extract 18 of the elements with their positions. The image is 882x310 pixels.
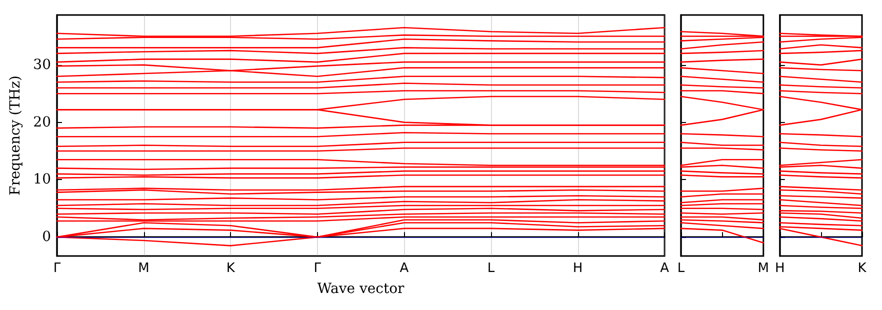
y-tick-label: 20 — [33, 114, 51, 130]
x-tick-label: M — [138, 261, 150, 276]
x-tick-label: K — [226, 261, 236, 276]
x-axis-title: Wave vector — [317, 281, 405, 297]
y-tick-label: 10 — [33, 172, 51, 188]
x-tick-label: Γ — [314, 261, 322, 276]
x-tick-label: K — [858, 261, 867, 276]
x-tick-label: H — [774, 261, 785, 276]
x-tick-label: H — [572, 261, 583, 276]
x-tick-label: L — [677, 261, 686, 276]
x-tick-label: Γ — [53, 261, 62, 276]
y-axis-title: Frequency (THz) — [7, 75, 24, 196]
y-tick-label: 0 — [42, 229, 51, 246]
x-tick-label: L — [487, 261, 496, 276]
x-tick-label: A — [400, 261, 409, 276]
x-tick-label: A — [660, 261, 670, 276]
y-tick-label: 30 — [33, 56, 51, 73]
x-tick-label: M — [758, 261, 769, 276]
